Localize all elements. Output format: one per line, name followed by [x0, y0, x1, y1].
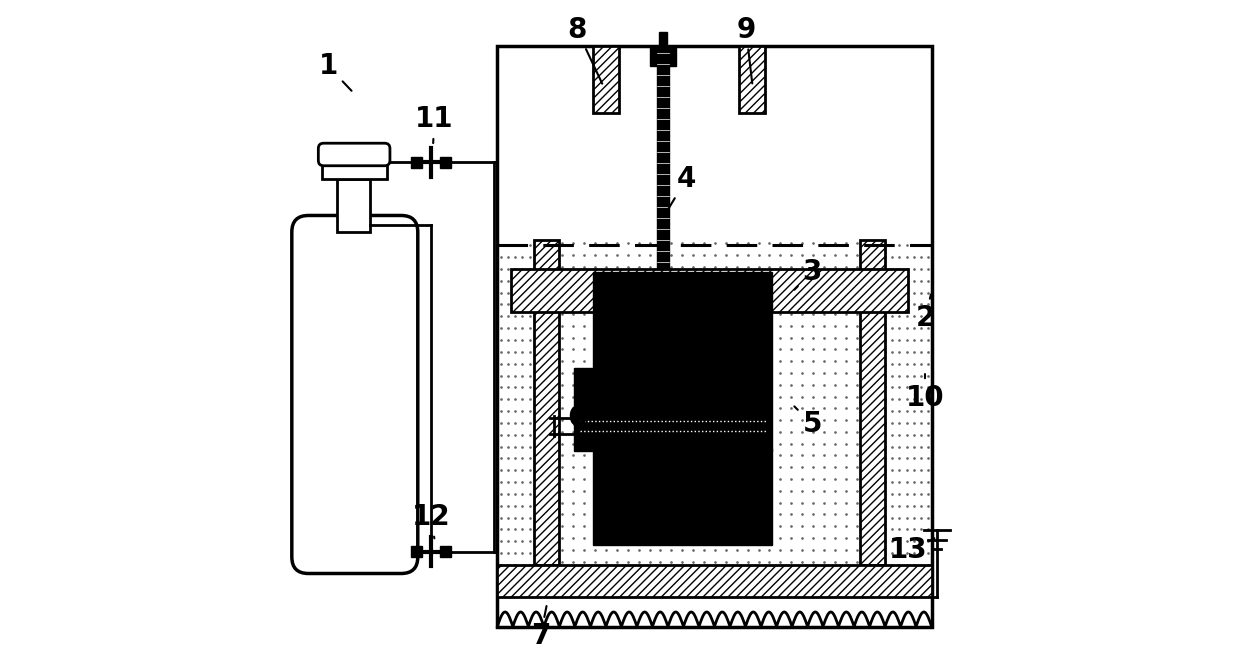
- Text: 4: 4: [668, 165, 696, 210]
- Bar: [739, 46, 765, 113]
- Text: 13: 13: [889, 536, 935, 564]
- Text: 9: 9: [737, 16, 755, 84]
- Bar: [594, 46, 619, 113]
- Bar: [559, 240, 861, 565]
- Text: 1: 1: [319, 52, 352, 91]
- Bar: [321, 160, 387, 179]
- Bar: [412, 546, 422, 557]
- Text: 10: 10: [905, 374, 945, 412]
- Bar: [497, 46, 931, 627]
- Text: 3: 3: [795, 258, 822, 290]
- Bar: [594, 272, 773, 368]
- FancyBboxPatch shape: [319, 143, 389, 166]
- Bar: [574, 368, 773, 451]
- Bar: [412, 157, 422, 168]
- Text: 7: 7: [531, 606, 551, 650]
- Bar: [533, 240, 559, 565]
- FancyBboxPatch shape: [291, 215, 418, 573]
- Text: 5: 5: [795, 406, 822, 438]
- Bar: [650, 46, 676, 66]
- Text: 11: 11: [415, 105, 454, 143]
- Text: 6: 6: [567, 404, 587, 432]
- Bar: [594, 449, 773, 545]
- Text: 2: 2: [915, 294, 935, 332]
- Bar: [497, 565, 931, 597]
- Bar: [440, 546, 451, 557]
- Text: 8: 8: [567, 16, 603, 84]
- Bar: [657, 46, 670, 269]
- Bar: [337, 179, 370, 232]
- Text: 12: 12: [412, 503, 450, 538]
- Bar: [861, 240, 885, 565]
- Bar: [660, 32, 667, 46]
- Bar: [440, 157, 451, 168]
- Bar: [511, 269, 909, 312]
